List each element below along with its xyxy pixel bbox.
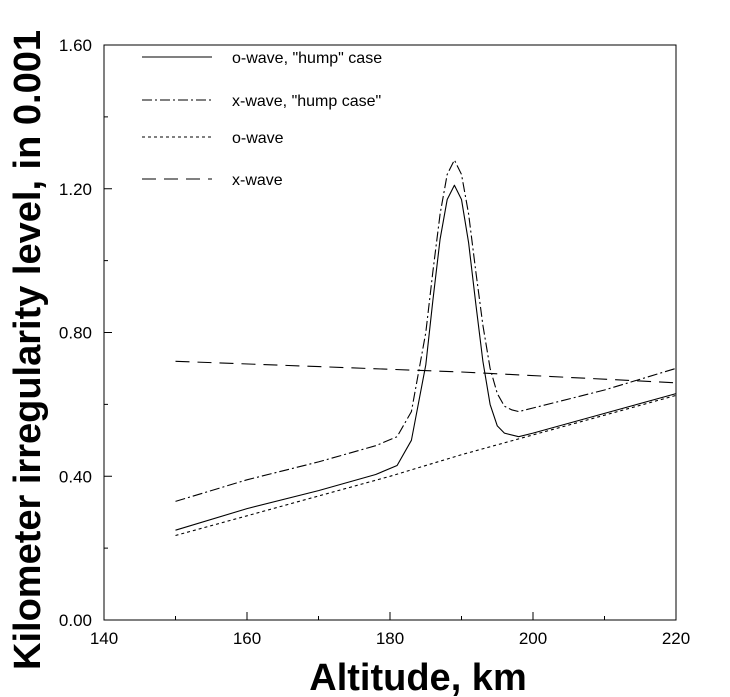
legend-label: x-wave [232,172,283,189]
y-axis-ticks: 0.00 0.40 0.80 1.20 1.60 [59,36,112,630]
y-tick-label: 1.60 [59,36,92,55]
y-tick-label: 0.80 [59,324,92,343]
x-tick-label: 180 [376,629,404,648]
legend-label: o-wave, "hump" case [232,50,382,67]
x-tick-label: 140 [90,629,118,648]
plot-frame [103,44,677,621]
x-tick-label: 220 [662,629,690,648]
legend-label: o-wave [232,130,284,147]
legend: o-wave, "hump" case x-wave, "hump case" o-… [142,50,382,189]
series-line [175,360,677,384]
y-tick-label: 0.40 [59,467,92,486]
series-lines [175,159,677,537]
plot-border [103,44,677,621]
x-tick-label: 160 [233,629,261,648]
x-axis-ticks: 140 160 180 200 220 [90,612,690,648]
x-axis-title: Altitude, km [309,657,526,697]
x-tick-label: 200 [519,629,547,648]
series-line [175,184,677,531]
y-axis-title: Kilometer irregularity level, in 0.001 [7,30,49,670]
y-tick-label: 0.00 [59,611,92,630]
y-tick-label: 1.20 [59,180,92,199]
series-line [175,159,677,502]
legend-label: x-wave, "hump case" [232,93,381,110]
series-line [175,394,677,537]
